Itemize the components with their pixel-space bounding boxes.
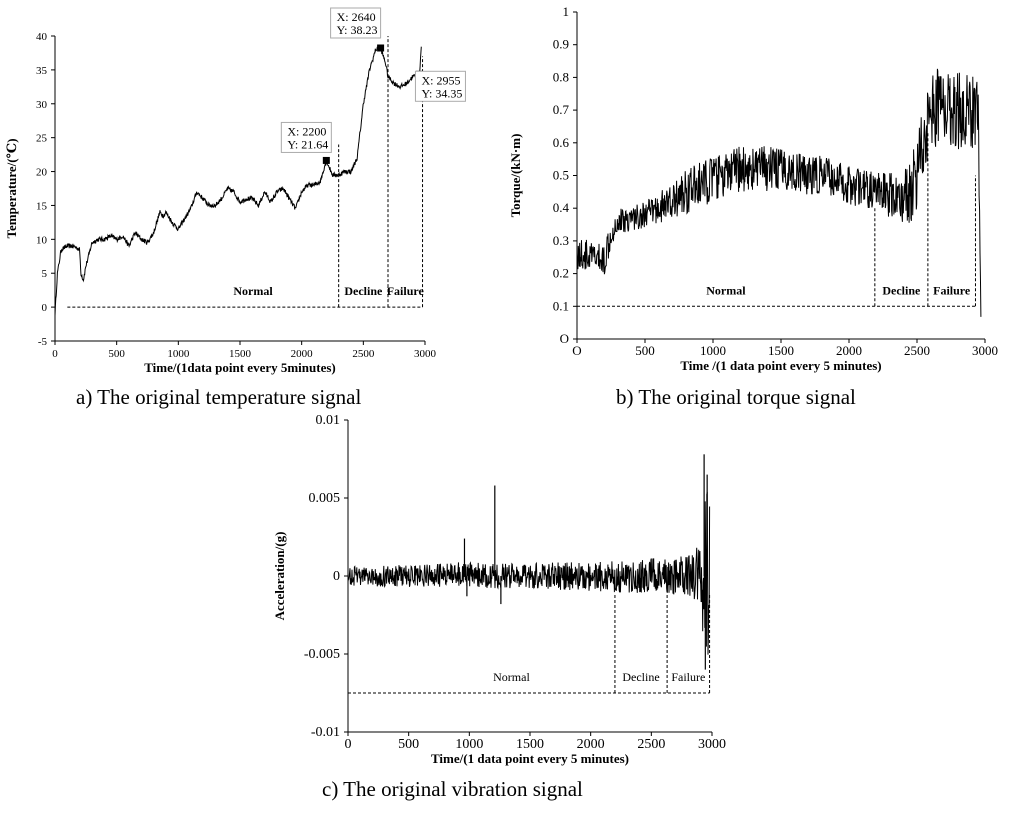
- series-line: [576, 68, 982, 317]
- datatip-x-label: X: 2200: [287, 124, 326, 138]
- chart-panel-torque: O 0.1 0.2 0.3 0.4 0.5 0.6 0.7 0.8 0.9 1 O 500 1000 150…: [500, 0, 1000, 410]
- x-tick-label: 2000: [836, 343, 862, 358]
- y-tick-label: 20: [36, 167, 48, 179]
- series-line: [54, 45, 422, 316]
- stage-label-decline: Decline: [622, 670, 659, 684]
- stage-label-failure: Failure: [933, 283, 971, 297]
- y-tick-label: 30: [36, 99, 48, 111]
- x-tick-label: 3000: [972, 343, 998, 358]
- x-tick-label: 2000: [577, 737, 605, 752]
- y-tick-label: 0.005: [309, 491, 341, 506]
- datatip-x-label: X: 2955: [421, 73, 460, 87]
- x-axis-label: Time/(1 data point every 5 minutes): [431, 751, 629, 766]
- x-tick-label: 3000: [414, 348, 437, 360]
- y-tick-label: -0.005: [304, 647, 340, 662]
- y-tick-label: 25: [36, 133, 48, 145]
- y-tick-label: 5: [42, 268, 48, 280]
- series-line: [347, 491, 711, 655]
- x-tick-label: 0: [345, 737, 352, 752]
- stage-label-failure: Failure: [387, 284, 425, 298]
- y-tick-label: 0.5: [553, 168, 569, 183]
- y-tick-label: 0.2: [553, 266, 569, 281]
- y-axis-label: Torque/(kN·m): [508, 134, 523, 218]
- chart-panel-temperature: -5 0 5 10 15 20 25 30 35 40 0 500 1000 1500 2000 2500 30…: [0, 0, 466, 410]
- datatip-x-label: X: 2640: [337, 10, 376, 24]
- y-axis-label: Temperature/(℃): [4, 138, 19, 238]
- datatip-box: [330, 7, 382, 39]
- x-tick-label: O: [572, 343, 581, 358]
- x-tick-label: 1000: [455, 737, 483, 752]
- y-tick-label: O: [560, 331, 569, 346]
- x-tick-label: 1500: [229, 348, 252, 360]
- datatip-box: [280, 121, 332, 153]
- y-tick-label: 0.4: [553, 200, 570, 215]
- x-tick-label: 2500: [904, 343, 930, 358]
- y-tick-label: 0.6: [553, 135, 570, 150]
- y-tick-label: 35: [36, 65, 48, 77]
- y-tick-label: 40: [36, 31, 48, 43]
- y-tick-label: 10: [36, 234, 48, 246]
- stage-label-normal: Normal: [706, 283, 746, 297]
- stage-label-decline: Decline: [882, 283, 921, 297]
- x-tick-label: 500: [398, 737, 419, 752]
- y-tick-label: 15: [36, 200, 48, 212]
- torque-chart: O 0.1 0.2 0.3 0.4 0.5 0.6 0.7 0.8 0.9 1 O 500 1000 150…: [508, 4, 998, 373]
- stage-label-failure: Failure: [671, 670, 705, 684]
- x-tick-label: 2500: [352, 348, 375, 360]
- stage-label-decline: Decline: [344, 284, 383, 298]
- y-tick-label: 0.8: [553, 69, 569, 84]
- stage-label-normal: Normal: [233, 284, 273, 298]
- x-tick-label: 0: [52, 348, 58, 360]
- x-tick-label: 1000: [700, 343, 726, 358]
- x-tick-label: 3000: [698, 737, 726, 752]
- datatip-y-label: Y: 21.64: [287, 137, 328, 151]
- chart-caption-vibration: c) The original vibration signal: [322, 777, 583, 801]
- stage-label-normal: Normal: [493, 670, 530, 684]
- y-tick-label: 0.9: [553, 37, 569, 52]
- x-axis-label: Time /(1 data point every 5 minutes): [680, 358, 881, 373]
- chart-caption-temperature: a) The original temperature signal: [76, 385, 362, 409]
- y-axis-label: Acceleration/(g): [272, 532, 287, 621]
- y-tick-label: -0.01: [311, 725, 340, 740]
- datatip-box: [414, 70, 466, 102]
- x-tick-label: 2000: [291, 348, 314, 360]
- x-tick-label: 500: [108, 348, 125, 360]
- y-tick-label: -5: [38, 336, 48, 348]
- x-tick-label: 1500: [768, 343, 794, 358]
- y-tick-label: 0.01: [316, 413, 341, 428]
- x-tick-label: 1000: [167, 348, 190, 360]
- y-tick-label: 0: [333, 569, 340, 584]
- chart-caption-torque: b) The original torque signal: [616, 385, 856, 409]
- y-tick-label: 1: [563, 4, 570, 19]
- y-tick-label: 0.7: [553, 102, 570, 117]
- x-axis-label: Time/(1data point every 5minutes): [144, 360, 336, 375]
- chart-panel-vibration: -0.01 -0.005 0 0.005 0.01 0 500 1000 1500 2000 250…: [260, 412, 750, 816]
- y-tick-label: 0.1: [553, 298, 569, 313]
- y-tick-label: 0: [42, 302, 48, 314]
- data-point-marker: [377, 44, 385, 52]
- temperature-chart: -5 0 5 10 15 20 25 30 35 40 0 500 1000 1500 2000 2500 30…: [4, 7, 466, 375]
- x-tick-label: 1500: [516, 737, 544, 752]
- x-tick-label: 2500: [637, 737, 665, 752]
- datatip-y-label: Y: 34.35: [421, 86, 462, 100]
- vibration-chart: -0.01 -0.005 0 0.005 0.01 0 500 1000 1500 2000 250…: [272, 413, 726, 766]
- y-tick-label: 0.3: [553, 233, 569, 248]
- datatip-y-label: Y: 38.23: [337, 23, 378, 37]
- data-point-marker: [322, 156, 330, 164]
- x-tick-label: 500: [635, 343, 655, 358]
